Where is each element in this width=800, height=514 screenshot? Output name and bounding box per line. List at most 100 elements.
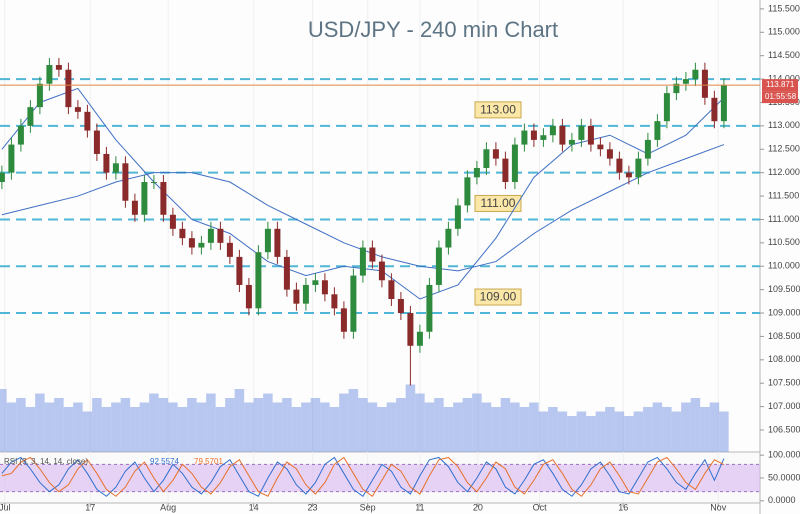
volume-bar [139,402,150,452]
candle-body [0,172,5,183]
volume-bar [130,407,140,452]
candle-body [93,130,100,154]
candle-body [416,331,423,346]
volume-bar [377,407,387,452]
candle-body [255,252,262,309]
volume-bar [443,407,454,452]
candle-body [597,144,604,150]
candle-body [179,228,186,239]
volume-bar [73,402,83,452]
volume-bar [101,407,112,452]
candle-body [397,298,404,314]
candle-body [587,125,594,145]
y-tick-label: 111.000 [768,214,799,224]
volume-bar [681,402,691,452]
price-label-box [762,79,798,92]
candle-body [141,182,148,215]
candle-body [112,163,119,173]
x-tick-label: 16 [618,502,628,512]
candle-body [578,125,585,140]
x-tick-label: 17 [85,502,95,512]
volume-bar [700,407,710,452]
candle-body [616,158,623,173]
volume-bar [557,411,568,452]
volume-bar [614,411,625,452]
candle-body [473,167,480,178]
volume-bar [538,411,549,452]
candle-body [188,238,195,248]
volume-bar [35,393,45,452]
candle-body [644,139,651,159]
candle-body [122,163,129,201]
volume-bar [54,398,64,452]
level-label-box [474,101,522,119]
candle-body [302,284,309,304]
volume-bar [671,411,682,452]
candle-body [131,200,138,215]
volume-bar [424,402,435,452]
candle-body [511,144,518,183]
volume-bar [6,402,17,452]
volume-bar [111,402,121,452]
volume-bar [595,411,606,452]
volume-bar [168,402,178,452]
volume-bar [0,389,7,452]
candle-body [625,172,632,178]
candle-body [245,284,252,309]
candle-body [340,308,347,332]
candle-body [559,125,566,145]
candle-body [711,97,718,122]
volume-bar [386,402,397,452]
candle-body [369,247,376,262]
candle-body [17,125,24,145]
candle-body [692,69,699,80]
rsi-value-label: 79.5701 [194,457,223,466]
volume-bar [586,416,596,452]
y-tick-label: 111.500 [768,190,799,200]
y-tick-label: 108.500 [768,331,800,341]
candle-body [407,313,414,346]
y-tick-label: 113.000 [768,120,800,130]
candle-body [606,149,613,159]
candle-body [103,153,110,173]
candle-body [435,247,442,285]
volume-bar [244,402,254,452]
candle-body [720,85,727,122]
rsi-label: RSI (3, 3, 14, 14, close) [4,457,88,466]
y-tick-label: 109.000 [768,307,800,317]
volume-bar [16,398,26,452]
level-label-box [474,194,522,212]
candle-body [198,242,205,248]
x-tick-label: 20 [473,502,483,512]
candle-body [464,177,471,206]
candle-body [350,275,357,332]
candle-body [283,256,290,290]
volume-bar [158,398,169,452]
rsi-tick-label: 0.0000 [768,495,796,505]
volume-bar [234,389,245,452]
volume-bar [272,402,283,452]
rsi-tick-label: 100.0000 [768,450,800,460]
candle-body [160,182,167,215]
volume-bar [462,398,473,452]
volume-bar [320,402,330,452]
candle-body [312,280,319,285]
candle-body [55,65,62,70]
rsi-tick-label: 50.0000 [768,472,800,482]
volume-bar [339,393,349,452]
volume-bar [481,402,492,452]
volume-bar [329,407,340,452]
volume-bar [358,398,368,452]
volume-bar [25,407,36,452]
candle-body [483,149,490,168]
volume-bar [472,393,482,452]
candle-body [359,247,366,276]
volume-bar [624,416,634,452]
y-tick-label: 108.000 [768,354,800,364]
volume-bar [225,398,235,452]
y-tick-label: 114.500 [768,50,800,60]
countdown-box [762,91,798,104]
x-tick-label: Oct [533,502,548,512]
volume-bar [120,398,131,452]
